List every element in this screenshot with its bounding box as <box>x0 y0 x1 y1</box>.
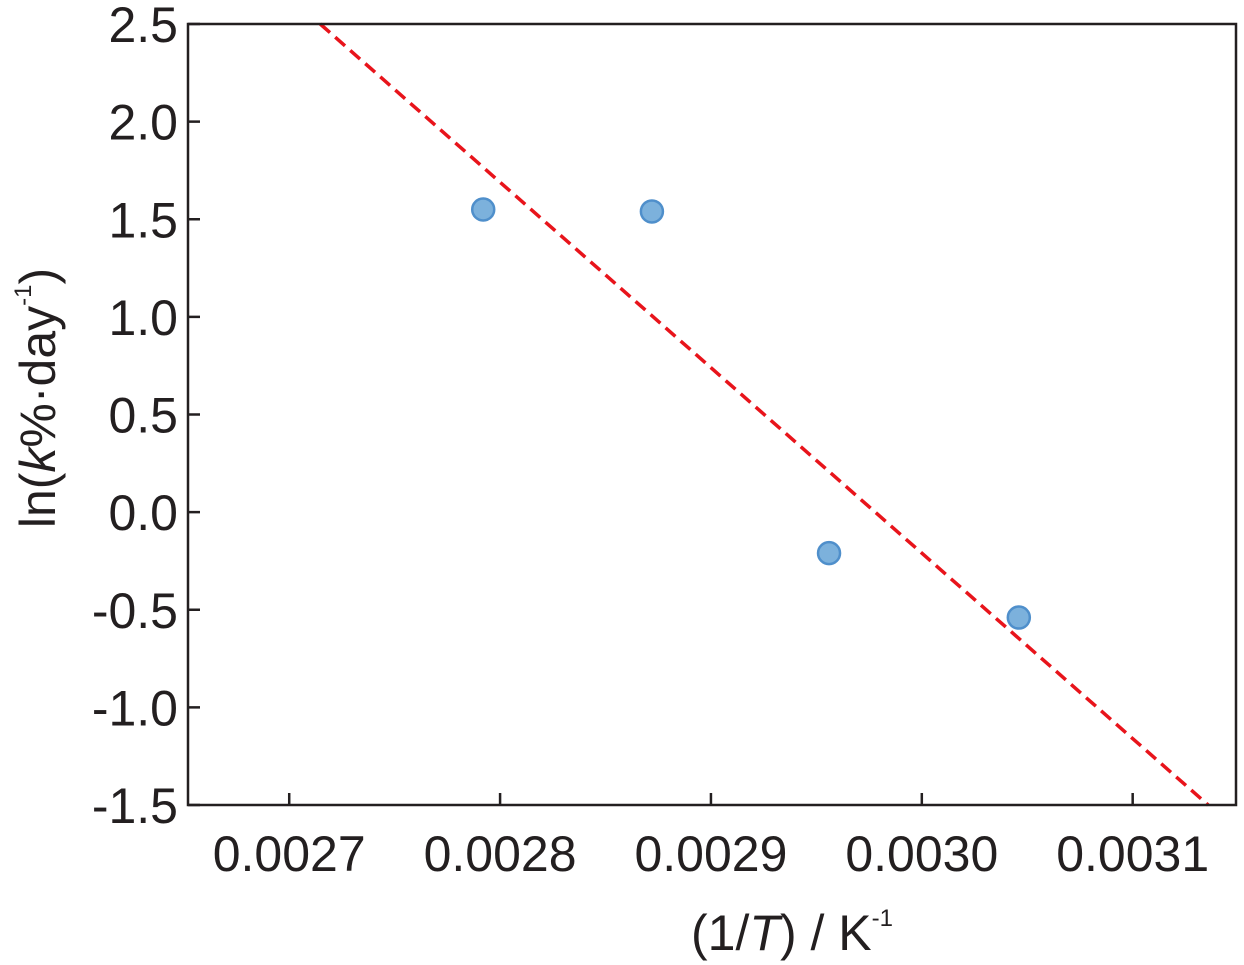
plot-marks <box>319 22 1210 807</box>
x-tick-label: 0.0027 <box>213 826 366 882</box>
plot-frame <box>186 22 1238 807</box>
y-axis-label-suffix: %·day <box>10 306 66 448</box>
data-point <box>639 199 665 224</box>
x-tick-label: 0.0031 <box>1056 826 1209 882</box>
y-tick-label: 0.0 <box>108 485 178 541</box>
y-axis-label-superscript: -1 <box>10 285 37 306</box>
y-tick-label: -1.0 <box>92 680 178 736</box>
x-axis-label-prefix: (1/ <box>691 905 749 961</box>
y-axis-label: ln(k%·day-1) <box>10 268 66 528</box>
x-tick-label: 0.0029 <box>634 826 787 882</box>
x-axis-label-symbol: T <box>749 905 783 961</box>
y-tick-label: 2.0 <box>108 95 178 151</box>
x-axis-label-superscript: -1 <box>872 905 893 932</box>
x-axis-label-suffix: ) / K <box>780 905 872 961</box>
y-axis: 2.5 2.0 1.5 1.0 0.5 0.0 -0.5 -1.0 -1.5 <box>92 0 200 834</box>
y-tick-label: -1.5 <box>92 778 178 834</box>
y-tick-label: 0.5 <box>108 388 178 444</box>
y-tick-label: -0.5 <box>92 583 178 639</box>
y-tick-label: 2.5 <box>108 0 178 53</box>
x-axis-label: (1/T) / K-1 <box>691 905 893 961</box>
x-tick-label: 0.0028 <box>424 826 577 882</box>
y-tick-label: 1.5 <box>108 192 178 248</box>
data-point <box>470 197 496 222</box>
x-tick-label: 0.0030 <box>845 826 998 882</box>
fit-line <box>319 22 1210 807</box>
y-tick-label: 1.0 <box>108 290 178 346</box>
data-point <box>816 540 842 566</box>
y-axis-label-close: ) <box>10 268 66 285</box>
y-axis-label-symbol: k <box>10 445 66 473</box>
x-axis: 0.0027 0.0028 0.0029 0.0030 0.0031 <box>213 793 1209 882</box>
data-point <box>1006 605 1032 630</box>
y-axis-label-prefix: ln( <box>10 472 66 528</box>
